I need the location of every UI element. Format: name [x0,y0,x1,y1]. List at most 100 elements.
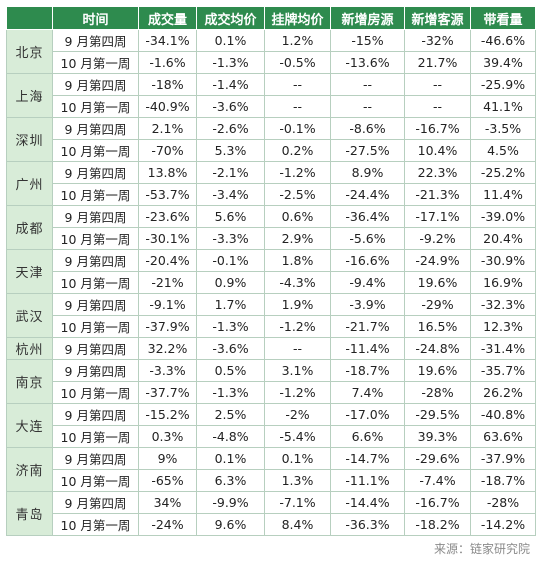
value-cell: -14.2% [470,513,536,536]
value-cell: -13.6% [330,51,405,74]
value-cell: -70% [138,139,197,162]
value-cell: -24.8% [404,337,471,360]
value-cell: -0.1% [196,249,265,272]
value-cell: 0.5% [196,359,265,382]
value-cell: -34.1% [138,29,197,52]
value-cell: -1.3% [196,381,265,404]
value-cell: -21.3% [404,183,471,206]
value-cell: -24% [138,513,197,536]
value-cell: -7.4% [404,469,471,492]
value-cell: 1.7% [196,293,265,316]
value-cell: -3.3% [196,227,265,250]
value-cell: -14.7% [330,447,405,470]
value-cell: -3.9% [330,293,405,316]
column-header: 新增客源 [404,6,471,30]
value-cell: 63.6% [470,425,536,448]
city-name: 大连 [6,403,53,448]
value-cell: -- [330,95,405,118]
value-cell: 1.8% [264,249,331,272]
value-cell: -36.3% [330,513,405,536]
value-cell: 13.8% [138,161,197,184]
value-cell: -30.1% [138,227,197,250]
value-cell: 10.4% [404,139,471,162]
value-cell: -18% [138,73,197,96]
value-cell: -53.7% [138,183,197,206]
period-cell: 9 月第四周 [52,403,139,426]
table-row: 10 月第一周 -65% 6.3% 1.3% -11.1% -7.4% -18.7% [7,469,536,492]
value-cell: -37.7% [138,381,197,404]
value-cell: 0.1% [196,447,265,470]
city-name: 武汉 [6,293,53,338]
table-row: 上海 9 月第四周 -18% -1.4% -- -- -- -25.9% [6,73,536,118]
value-cell: 12.3% [470,315,536,338]
value-cell: -8.6% [330,117,405,140]
value-cell: 2.9% [264,227,331,250]
data-table: 时间 成交量 成交均价 挂牌均价 新增房源 新增客源 带看量 北京 9 月第四周 -34.1% 0… [6,6,536,536]
value-cell: 0.3% [138,425,197,448]
value-cell: 5.3% [196,139,265,162]
value-cell: -9.2% [404,227,471,250]
period-cell: 10 月第一周 [52,271,139,294]
value-cell: -39.0% [470,205,536,228]
period-cell: 10 月第一周 [52,315,139,338]
value-cell: 26.2% [470,381,536,404]
value-cell: -37.9% [470,447,536,470]
table-row: 天津 9 月第四周 -20.4% -0.1% 1.8% -16.6% -24.9% -30.9… [6,249,536,294]
value-cell: -1.6% [138,51,197,74]
value-cell: 0.9% [196,271,265,294]
period-cell: 9 月第四周 [52,337,139,360]
value-cell: 3.1% [264,359,331,382]
period-cell: 10 月第一周 [52,227,139,250]
value-cell: -18.2% [404,513,471,536]
value-cell: -17.0% [330,403,405,426]
table-row: 成都 9 月第四周 -23.6% 5.6% 0.6% -36.4% -17.1% -39.0% [6,205,536,250]
period-cell: 9 月第四周 [52,29,139,52]
value-cell: 39.3% [404,425,471,448]
value-cell: -2.1% [196,161,265,184]
source-note: 来源：链家研究院 [433,542,530,556]
value-cell: -28% [470,491,536,514]
value-cell: 7.4% [330,381,405,404]
table-row: 10 月第一周 -37.7% -1.3% -1.2% 7.4% -28% 26.2% [7,381,536,404]
period-cell: 9 月第四周 [52,73,139,96]
value-cell: -17.1% [404,205,471,228]
value-cell: -37.9% [138,315,197,338]
value-cell: -29% [404,293,471,316]
value-cell: -3.6% [196,337,265,360]
table-row: 10 月第一周 -1.6% -1.3% -0.5% -13.6% 21.7% 39.4% [7,51,536,74]
value-cell: -- [330,73,405,96]
period-cell: 9 月第四周 [52,249,139,272]
period-cell: 9 月第四周 [52,117,139,140]
period-cell: 9 月第四周 [52,293,139,316]
period-cell: 10 月第一周 [52,183,139,206]
table-row: 深圳 9 月第四周 2.1% -2.6% -0.1% -8.6% -16.7% -3.5% [6,117,536,162]
value-cell: -7.1% [264,491,331,514]
value-cell: 0.1% [264,447,331,470]
value-cell: 0.6% [264,205,331,228]
column-header: 新增房源 [330,6,405,30]
value-cell: -11.4% [330,337,405,360]
period-cell: 10 月第一周 [52,425,139,448]
value-cell: 19.6% [404,271,471,294]
value-cell: -5.4% [264,425,331,448]
value-cell: -0.1% [264,117,331,140]
city-name: 深圳 [6,117,53,162]
value-cell: -3.5% [470,117,536,140]
table-row: 10 月第一周 -21% 0.9% -4.3% -9.4% 19.6% 16.9% [7,271,536,294]
value-cell: -21.7% [330,315,405,338]
value-cell: 41.1% [470,95,536,118]
city-name: 南京 [6,359,53,404]
header-row: 时间 成交量 成交均价 挂牌均价 新增房源 新增客源 带看量 [6,6,536,30]
value-cell: -24.4% [330,183,405,206]
city-name: 上海 [6,73,53,118]
value-cell: -65% [138,469,197,492]
period-cell: 10 月第一周 [52,139,139,162]
city-name: 成都 [6,205,53,250]
value-cell: -0.5% [264,51,331,74]
value-cell: -18.7% [330,359,405,382]
value-cell: 4.5% [470,139,536,162]
value-cell: 9% [138,447,197,470]
value-cell: -1.3% [196,51,265,74]
value-cell: -30.9% [470,249,536,272]
value-cell: -15.2% [138,403,197,426]
